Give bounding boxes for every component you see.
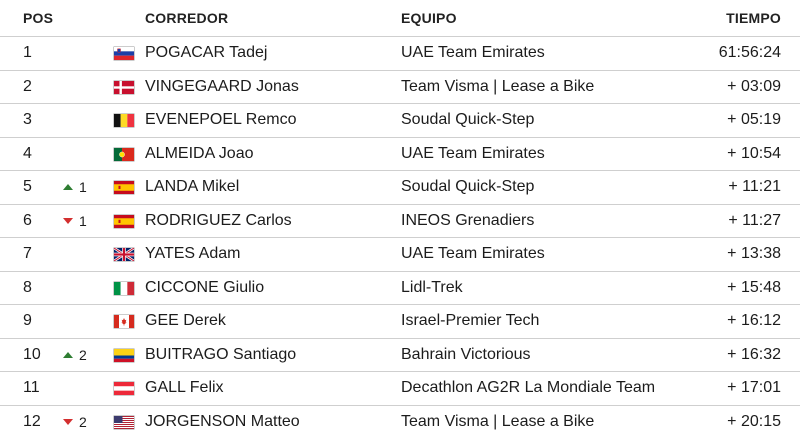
position-change-value: 1	[79, 179, 87, 195]
time-gap: 61:56:24	[719, 44, 781, 62]
rider-name[interactable]: YATES Adam	[145, 245, 240, 263]
rider-name[interactable]: RODRIGUEZ Carlos	[145, 212, 292, 230]
team-name[interactable]: UAE Team Emirates	[401, 44, 545, 62]
rider-name[interactable]: BUITRAGO Santiago	[145, 346, 296, 364]
portugal-flag-icon	[114, 148, 134, 161]
header-team: EQUIPO	[401, 10, 457, 26]
table-row[interactable]: 5 1 LANDA Mikel Soudal Quick-Step + 11:21	[0, 171, 800, 205]
team-name[interactable]: Israel-Premier Tech	[401, 312, 539, 330]
table-row[interactable]: 10 2 BUITRAGO Santiago Bahrain Victorious + …	[0, 339, 800, 373]
table-row[interactable]: 8 CICCONE Giulio Lidl-Trek + 15:48	[0, 272, 800, 306]
rider-name[interactable]: EVENEPOEL Remco	[145, 111, 296, 129]
table-header: POS CORREDOR EQUIPO TIEMPO	[0, 0, 800, 37]
arrow-up-icon	[63, 184, 73, 190]
position-change-value: 1	[79, 213, 87, 229]
team-name[interactable]: UAE Team Emirates	[401, 145, 545, 163]
position: 8	[23, 279, 32, 297]
table-row[interactable]: 6 1 RODRIGUEZ Carlos INEOS Grenadiers + 11:2…	[0, 205, 800, 239]
rider-name[interactable]: POGACAR Tadej	[145, 44, 267, 62]
table-row[interactable]: 4 ALMEIDA Joao UAE Team Emirates + 10:54	[0, 138, 800, 172]
header-rider: CORREDOR	[145, 10, 228, 26]
time-gap: + 13:38	[727, 245, 781, 263]
table-row[interactable]: 3 EVENEPOEL Remco Soudal Quick-Step + 05:19	[0, 104, 800, 138]
arrow-up-icon	[63, 352, 73, 358]
position: 3	[23, 111, 32, 129]
arrow-down-icon	[63, 419, 73, 425]
spain-flag-icon	[114, 215, 134, 228]
rider-name[interactable]: VINGEGAARD Jonas	[145, 78, 299, 96]
position: 10	[23, 346, 41, 364]
rider-name[interactable]: CICCONE Giulio	[145, 279, 264, 297]
time-gap: + 15:48	[727, 279, 781, 297]
team-name[interactable]: Soudal Quick-Step	[401, 111, 534, 129]
position: 1	[23, 44, 32, 62]
header-pos: POS	[23, 10, 53, 26]
position-change-value: 2	[79, 347, 87, 363]
time-gap: + 05:19	[727, 111, 781, 129]
position: 11	[23, 379, 40, 397]
rider-name[interactable]: LANDA Mikel	[145, 178, 239, 196]
team-name[interactable]: Team Visma | Lease a Bike	[401, 78, 594, 96]
colombia-flag-icon	[114, 349, 134, 362]
position-change-value: 2	[79, 414, 87, 430]
uk-flag-icon	[114, 248, 134, 261]
italy-flag-icon	[114, 282, 134, 295]
table-row[interactable]: 1 POGACAR Tadej UAE Team Emirates 61:56:24	[0, 37, 800, 71]
canada-flag-icon	[114, 315, 134, 328]
time-gap: + 17:01	[727, 379, 781, 397]
position: 7	[23, 245, 32, 263]
time-gap: + 11:27	[728, 212, 781, 230]
header-time: TIEMPO	[726, 10, 781, 26]
team-name[interactable]: UAE Team Emirates	[401, 245, 545, 263]
position-change: 2	[63, 414, 87, 430]
position-change: 1	[63, 179, 87, 195]
rider-name[interactable]: GEE Derek	[145, 312, 226, 330]
position: 5	[23, 178, 32, 196]
position-change: 1	[63, 213, 87, 229]
position: 6	[23, 212, 32, 230]
spain-flag-icon	[114, 181, 134, 194]
usa-flag-icon	[114, 416, 134, 429]
position: 4	[23, 145, 32, 163]
team-name[interactable]: Decathlon AG2R La Mondiale Team	[401, 379, 655, 397]
table-row[interactable]: 9 GEE Derek Israel-Premier Tech + 16:12	[0, 305, 800, 339]
table-body: 1 POGACAR Tadej UAE Team Emirates 61:56:24 2…	[0, 37, 800, 438]
belgium-flag-icon	[114, 114, 134, 127]
team-name[interactable]: INEOS Grenadiers	[401, 212, 534, 230]
table-row[interactable]: 11 GALL Felix Decathlon AG2R La Mondiale T…	[0, 372, 800, 406]
time-gap: + 03:09	[727, 78, 781, 96]
arrow-down-icon	[63, 218, 73, 224]
team-name[interactable]: Soudal Quick-Step	[401, 178, 534, 196]
position-change: 2	[63, 347, 87, 363]
team-name[interactable]: Lidl-Trek	[401, 279, 463, 297]
position: 2	[23, 78, 32, 96]
slovenia-flag-icon	[114, 47, 134, 60]
time-gap: + 10:54	[727, 145, 781, 163]
austria-flag-icon	[114, 382, 134, 395]
rider-name[interactable]: ALMEIDA Joao	[145, 145, 254, 163]
time-gap: + 16:32	[727, 346, 781, 364]
table-row[interactable]: 7 YATES Adam UAE Team Emirates + 13:38	[0, 238, 800, 272]
table-row[interactable]: 2 VINGEGAARD Jonas Team Visma | Lease a Bi…	[0, 71, 800, 105]
rider-name[interactable]: GALL Felix	[145, 379, 224, 397]
position: 9	[23, 312, 32, 330]
denmark-flag-icon	[114, 81, 134, 94]
time-gap: + 16:12	[727, 312, 781, 330]
time-gap: + 11:21	[728, 178, 781, 196]
team-name[interactable]: Bahrain Victorious	[401, 346, 531, 364]
